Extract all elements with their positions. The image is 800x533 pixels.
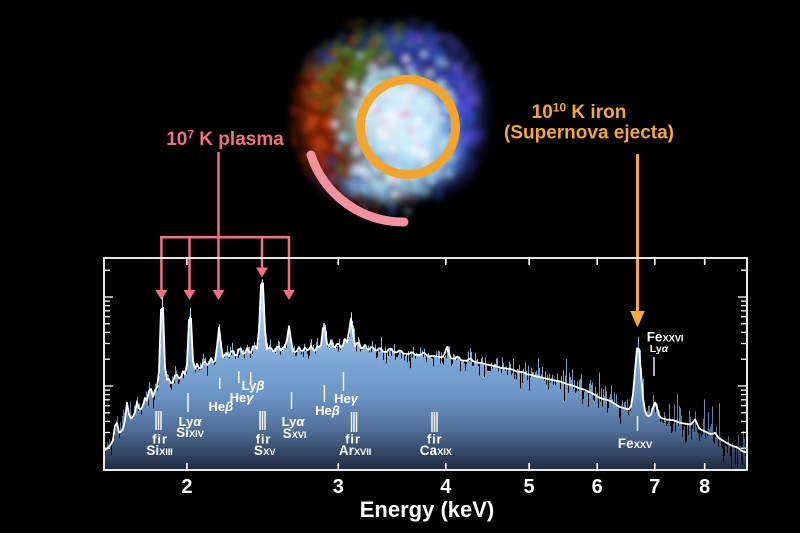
svg-text:2: 2	[181, 476, 192, 498]
svg-text:Lyα: Lyα	[179, 414, 203, 429]
svg-text:fir: fir	[256, 432, 271, 447]
svg-text:fir: fir	[427, 432, 442, 447]
svg-text:FeXXV: FeXXV	[618, 436, 653, 451]
svg-text:Heβ: Heβ	[208, 399, 233, 414]
svg-text:SiXIV: SiXIV	[176, 425, 204, 440]
svg-text:6: 6	[592, 476, 603, 498]
svg-text:3: 3	[333, 476, 344, 498]
svg-text:4: 4	[440, 476, 452, 498]
svg-text:5: 5	[524, 476, 535, 498]
svg-text:Lyα: Lyα	[282, 414, 306, 429]
svg-text:7: 7	[649, 476, 660, 498]
svg-text:CaXIX: CaXIX	[420, 443, 453, 458]
svg-text:fir: fir	[345, 432, 360, 447]
svg-text:Heγ: Heγ	[230, 390, 255, 405]
svg-text:Lyβ: Lyβ	[242, 378, 265, 393]
svg-text:8: 8	[699, 476, 710, 498]
svg-text:1010 K iron: 1010 K iron	[532, 101, 627, 124]
svg-text:Lyα: Lyα	[650, 343, 669, 355]
svg-text:Energy (keV): Energy (keV)	[360, 497, 495, 522]
svg-text:SXVI: SXVI	[283, 426, 307, 441]
svg-text:ArXVII: ArXVII	[339, 443, 371, 458]
svg-text:Heγ: Heγ	[334, 391, 359, 406]
svg-text:(Supernova ejecta): (Supernova ejecta)	[504, 123, 674, 144]
svg-text:Heβ: Heβ	[315, 403, 340, 418]
svg-text:SXV: SXV	[254, 443, 276, 458]
svg-text:SiXIII: SiXIII	[146, 443, 172, 458]
svg-text:FeXXVI: FeXXVI	[647, 330, 684, 345]
svg-text:fir: fir	[152, 432, 167, 447]
svg-text:107 K plasma: 107 K plasma	[166, 128, 284, 151]
